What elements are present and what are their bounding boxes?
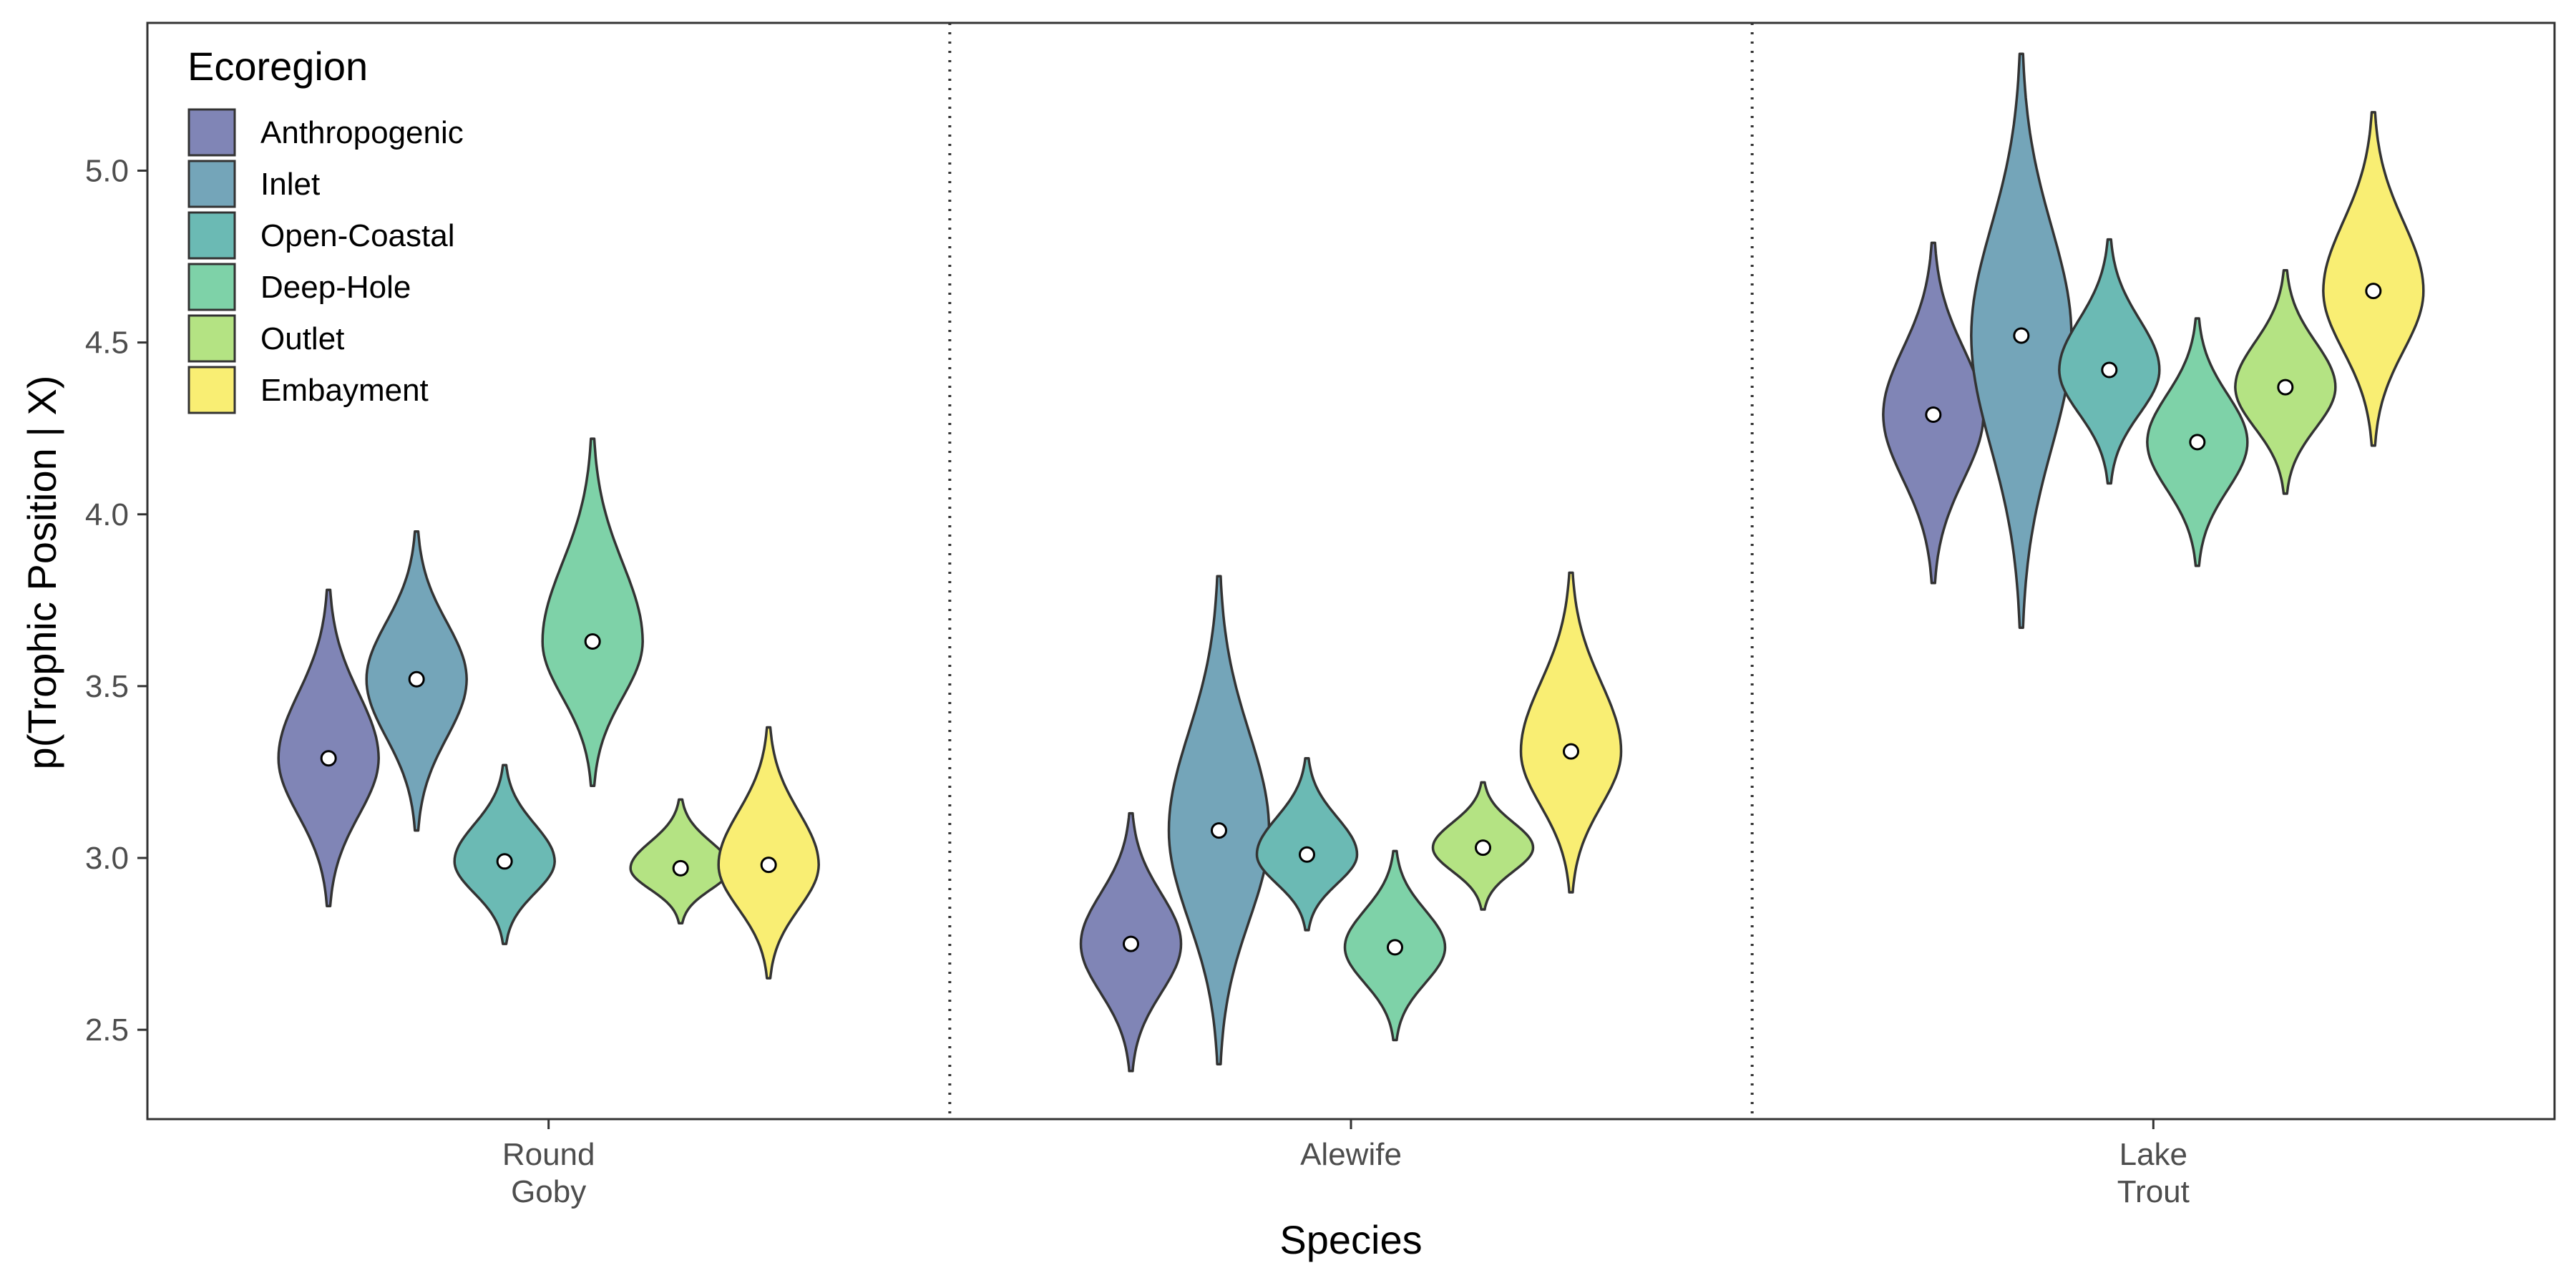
median-point-lake-trout-deep-hole bbox=[2189, 434, 2206, 451]
y-tick-label: 3.0 bbox=[85, 841, 129, 876]
median-point-alewife-outlet bbox=[1475, 839, 1491, 857]
median-point-round-goby-outlet bbox=[672, 859, 689, 877]
legend-swatch-anthropogenic bbox=[187, 108, 236, 157]
median-point-alewife-deep-hole bbox=[1387, 939, 1403, 956]
median-point-round-goby-deep-hole bbox=[584, 633, 601, 650]
violin-lake-trout-embayment bbox=[2322, 111, 2425, 447]
median-point-alewife-inlet bbox=[1211, 822, 1227, 839]
species-separators bbox=[948, 23, 1754, 1119]
x-tick-label: Lake bbox=[2119, 1137, 2187, 1172]
y-tick-label: 5.0 bbox=[85, 154, 129, 189]
median-point-alewife-open-coastal bbox=[1299, 846, 1315, 863]
median-point-round-goby-anthropogenic bbox=[320, 750, 337, 767]
y-tick-label: 2.5 bbox=[85, 1013, 129, 1048]
x-tick-label: Trout bbox=[2117, 1174, 2190, 1209]
median-point-round-goby-inlet bbox=[408, 670, 425, 688]
legend-swatch-embayment bbox=[187, 366, 236, 414]
y-axis: 2.5 3.0 3.5 4.0 4.5 5.0 bbox=[85, 154, 147, 1048]
violin-alewife-inlet bbox=[1167, 575, 1271, 1065]
legend-label: Anthropogenic bbox=[260, 115, 464, 150]
y-axis-title: p(Trophic Position | X) bbox=[19, 376, 64, 770]
y-tick-label: 4.5 bbox=[85, 326, 129, 361]
legend-swatch-inlet bbox=[187, 160, 236, 208]
legend-title: Ecoregion bbox=[187, 44, 368, 89]
plot-panel-border bbox=[146, 21, 2556, 1121]
violin-lake-trout-open-coastal bbox=[2058, 238, 2161, 485]
median-point-lake-trout-anthropogenic bbox=[1925, 406, 1942, 423]
median-point-alewife-anthropogenic bbox=[1123, 935, 1139, 952]
median-point-lake-trout-inlet bbox=[2013, 327, 2030, 344]
x-tick-label: Alewife bbox=[1300, 1137, 1402, 1172]
median-point-round-goby-open-coastal bbox=[496, 853, 513, 870]
violin-alewife-embayment bbox=[1519, 571, 1623, 894]
median-point-lake-trout-outlet bbox=[2277, 379, 2294, 396]
median-point-lake-trout-open-coastal bbox=[2101, 361, 2118, 379]
legend-label: Open-Coastal bbox=[260, 218, 454, 253]
median-point-alewife-embayment bbox=[1563, 743, 1579, 760]
legend-label: Embayment bbox=[260, 373, 429, 408]
median-point-round-goby-embayment bbox=[760, 857, 777, 874]
legend-swatch-open-coastal bbox=[187, 211, 236, 260]
violin-round-goby-anthropogenic bbox=[277, 588, 380, 907]
legend-swatch-outlet bbox=[187, 314, 236, 363]
y-tick-label: 4.0 bbox=[85, 497, 129, 532]
violin-layer bbox=[277, 52, 2425, 1073]
violin-alewife-open-coastal bbox=[1255, 756, 1359, 932]
legend-swatch-deep-hole bbox=[187, 263, 236, 311]
legend: Ecoregion Anthropogenic Inlet Open-Coastal… bbox=[187, 44, 464, 414]
legend-label: Deep-Hole bbox=[260, 270, 411, 305]
x-axis-title: Species bbox=[1279, 1217, 1422, 1262]
violin-round-goby-embayment bbox=[717, 726, 820, 980]
x-tick-label: Round bbox=[502, 1137, 595, 1172]
x-tick-label: Goby bbox=[511, 1174, 586, 1209]
median-point-lake-trout-embayment bbox=[2365, 283, 2382, 300]
legend-label: Inlet bbox=[260, 167, 320, 202]
violin-round-goby-deep-hole bbox=[541, 437, 644, 787]
y-tick-label: 3.5 bbox=[85, 669, 129, 704]
legend-label: Outlet bbox=[260, 321, 344, 356]
